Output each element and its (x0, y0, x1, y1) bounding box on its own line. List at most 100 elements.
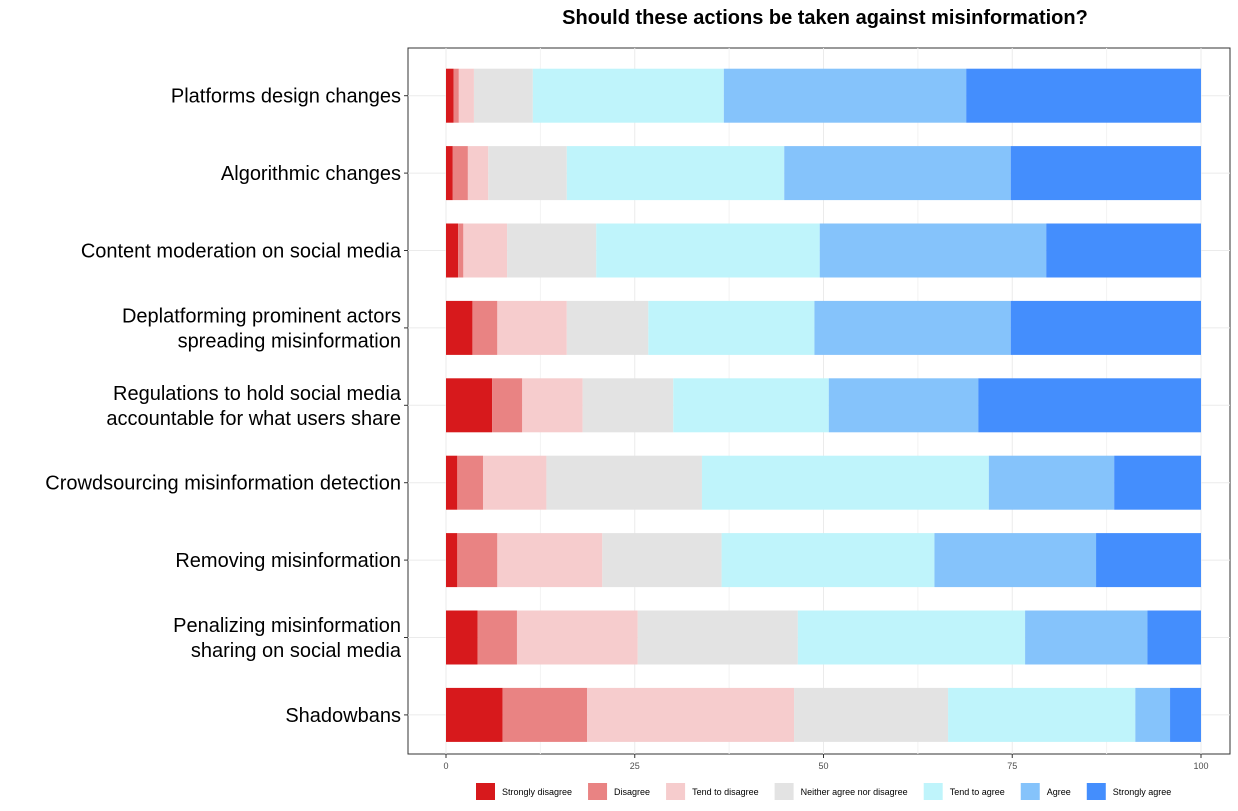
bar-segment-strongly-agree (1046, 223, 1201, 278)
bar-segment-strongly-disagree (446, 300, 473, 355)
bar-segment-tend-to-agree (948, 687, 1136, 742)
category-label-line: Content moderation on social media (81, 241, 402, 263)
x-tick-label: 50 (818, 761, 828, 771)
bar-segment-tend-to-disagree (467, 146, 489, 201)
bar-segment-tend-to-agree (566, 146, 785, 201)
bar-segment-strongly-agree (1147, 610, 1201, 665)
bar-segment-neither-agree-nor-disagree (637, 610, 798, 665)
category-label-line: Crowdsourcing misinformation detection (45, 473, 401, 495)
category-labels: Platforms design changes Algorithmic chan… (45, 86, 408, 727)
bar-segment-agree (784, 146, 1011, 201)
category-label: Deplatforming prominent actors spreading … (122, 305, 401, 352)
category-label: Content moderation on social media (81, 241, 402, 263)
category-label-line: Deplatforming prominent actors (122, 305, 401, 327)
bar-segment-tend-to-disagree (458, 68, 474, 123)
bar-segment-disagree (492, 378, 523, 433)
bar-segment-strongly-disagree (446, 223, 459, 278)
legend-swatch (923, 783, 943, 800)
bar-segment-tend-to-agree (721, 533, 935, 588)
bar-segment-strongly-disagree (446, 68, 454, 123)
bar-segment-strongly-agree (978, 378, 1201, 433)
category-label: Regulations to hold social media accounta… (106, 383, 401, 430)
bar-segment-strongly-agree (1096, 533, 1201, 588)
bar-segment-agree (1135, 687, 1171, 742)
x-tick-label: 0 (443, 761, 448, 771)
bar-segment-neither-agree-nor-disagree (507, 223, 597, 278)
legend-swatch (588, 783, 608, 800)
category-label: Penalizing misinformation sharing on soci… (173, 615, 402, 662)
category-label: Shadowbans (285, 705, 401, 727)
legend-label: Agree (1047, 787, 1071, 797)
category-label-line: sharing on social media (191, 640, 402, 662)
bar-segment-disagree (477, 610, 517, 665)
x-tick-label: 100 (1193, 761, 1208, 771)
bar-segment-neither-agree-nor-disagree (488, 146, 567, 201)
bar-segment-neither-agree-nor-disagree (602, 533, 722, 588)
legend-swatch (1020, 783, 1040, 800)
bar-segment-tend-to-agree (532, 68, 724, 123)
chart-title: Should these actions be taken against mi… (562, 7, 1088, 29)
bar-segment-disagree (453, 68, 459, 123)
bar-segment-agree (828, 378, 979, 433)
category-label-line: Platforms design changes (171, 86, 401, 108)
category-label-line: accountable for what users share (106, 408, 401, 430)
bar-segment-strongly-agree (1010, 146, 1201, 201)
bar-segment-agree (723, 68, 967, 123)
bar-segment-strongly-disagree (446, 533, 458, 588)
bar-segment-tend-to-disagree (516, 610, 638, 665)
x-axis: 0 25 50 75 100 (443, 754, 1209, 771)
category-label-line: Algorithmic changes (221, 163, 401, 185)
bar-segment-neither-agree-nor-disagree (546, 455, 702, 510)
legend-label: Strongly agree (1113, 787, 1172, 797)
bar-segment-strongly-disagree (446, 378, 493, 433)
legend-label: Tend to disagree (692, 787, 759, 797)
bar-segment-tend-to-disagree (522, 378, 583, 433)
bar-segment-strongly-disagree (446, 610, 478, 665)
category-label-line: Regulations to hold social media (113, 383, 402, 405)
legend-swatch (1086, 783, 1106, 800)
bar-segment-tend-to-disagree (497, 533, 603, 588)
bar-segment-disagree (458, 223, 464, 278)
bars (446, 68, 1201, 742)
legend-label: Neither agree nor disagree (801, 787, 908, 797)
bar-segment-neither-agree-nor-disagree (582, 378, 674, 433)
bar-segment-disagree (457, 533, 498, 588)
bar-segment-neither-agree-nor-disagree (566, 300, 649, 355)
bar-segment-tend-to-agree (596, 223, 820, 278)
legend-swatch (774, 783, 794, 800)
bar-segment-strongly-disagree (446, 146, 453, 201)
bar-segment-strongly-disagree (446, 455, 458, 510)
bar-segment-neither-agree-nor-disagree (794, 687, 949, 742)
legend-label: Strongly disagree (502, 787, 572, 797)
category-label: Algorithmic changes (221, 163, 401, 185)
bar-segment-strongly-agree (1010, 300, 1201, 355)
bar-segment-tend-to-disagree (497, 300, 567, 355)
bar-segment-strongly-agree (1114, 455, 1201, 510)
bar-segment-strongly-disagree (446, 687, 503, 742)
category-label: Crowdsourcing misinformation detection (45, 473, 401, 495)
category-label-line: Removing misinformation (175, 550, 401, 572)
legend-label: Disagree (614, 787, 650, 797)
bar-segment-disagree (472, 300, 498, 355)
x-tick-label: 25 (630, 761, 640, 771)
bar-segment-agree (934, 533, 1097, 588)
bar-segment-tend-to-agree (701, 455, 989, 510)
category-label-line: spreading misinformation (178, 330, 401, 352)
category-label-line: Shadowbans (285, 705, 401, 727)
bar-segment-agree (1025, 610, 1148, 665)
bar-segment-tend-to-disagree (482, 455, 547, 510)
legend-label: Tend to agree (950, 787, 1005, 797)
legend: Strongly disagree Disagree Tend to disagre… (476, 783, 1171, 800)
bar-segment-disagree (502, 687, 588, 742)
bar-segment-tend-to-disagree (587, 687, 795, 742)
category-label-line: Penalizing misinformation (173, 615, 401, 637)
x-tick-label: 75 (1007, 761, 1017, 771)
category-label: Removing misinformation (175, 550, 401, 572)
bar-segment-tend-to-agree (797, 610, 1026, 665)
legend-swatch (476, 783, 495, 800)
bar-segment-tend-to-disagree (463, 223, 508, 278)
bar-segment-agree (819, 223, 1047, 278)
bar-segment-disagree (452, 146, 468, 201)
bar-segment-agree (988, 455, 1115, 510)
